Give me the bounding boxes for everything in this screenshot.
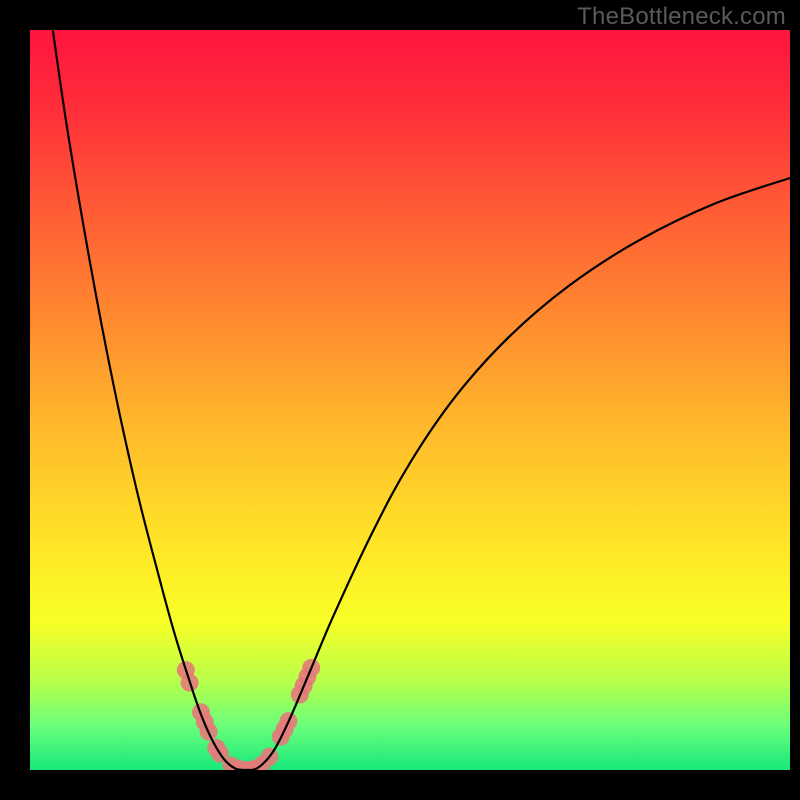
watermark-text: TheBottleneck.com [577, 3, 786, 31]
plot-area [30, 30, 790, 770]
chart-svg [30, 30, 790, 770]
gradient-background [30, 30, 790, 770]
